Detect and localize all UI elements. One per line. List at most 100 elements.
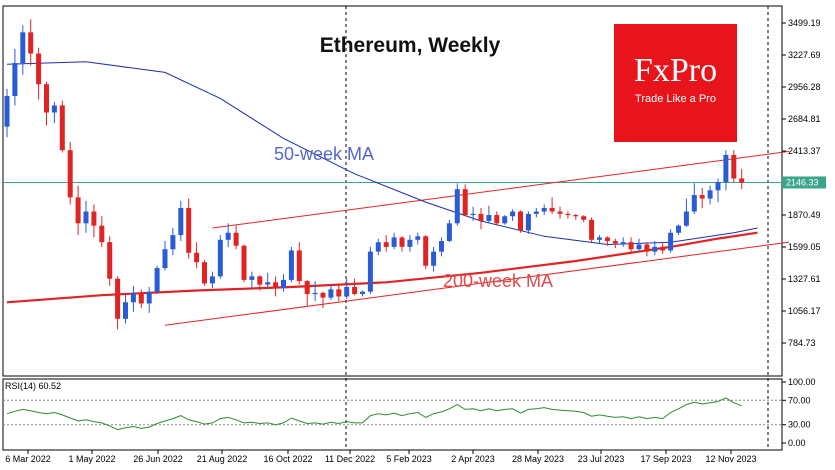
ma200-annotation: 200-week MA [443,271,553,291]
candle-body [83,211,89,224]
x-tick-label: 5 Feb 2023 [386,454,432,464]
candle [138,289,144,309]
candle-body [304,281,310,295]
candle [533,207,539,218]
candle [12,48,18,106]
candle-body [399,237,405,247]
candle [249,271,255,289]
x-tick-label: 28 May 2023 [512,454,564,464]
candle-body [170,235,176,250]
candle [518,210,523,233]
candle-body [249,276,255,280]
x-tick-label: 21 Aug 2022 [197,454,248,464]
candle-body [454,189,460,224]
candle [44,81,49,126]
candle [4,88,10,138]
candle-body [130,292,136,303]
candle-body [4,95,10,127]
candle [636,238,642,252]
candle-body [676,225,681,233]
candle-body [518,211,523,231]
candle-body [194,252,200,263]
candle [296,242,302,285]
candle [360,290,365,297]
candle-body [525,213,531,231]
candle-body [51,105,57,113]
candle-body [328,289,334,298]
x-tick-label: 17 Sep 2023 [640,454,691,464]
candle [565,211,571,219]
candle-body [107,242,113,279]
candle-body [257,276,263,285]
candle-body [731,154,737,179]
x-tick-label: 16 Oct 2022 [263,454,312,464]
candle [557,206,563,219]
candle [36,47,42,100]
candle-body [383,242,389,247]
candle-body [739,178,745,183]
candle [265,272,271,287]
candle [707,185,713,205]
candle-body [225,232,231,240]
candle-body [541,207,547,212]
candle-body [162,249,168,269]
candle-body [91,211,97,226]
candle-body [533,211,539,214]
channel-lower-line [164,241,790,326]
candle-body [115,278,121,319]
rsi-panel [3,397,782,431]
rsi-y-tick-label: 30.00 [788,420,811,430]
candle [478,207,484,230]
candle [652,240,658,256]
candle [225,223,231,247]
y-tick-label: 3499.19 [788,18,821,28]
last-price-tag [782,176,826,189]
x-tick-label: 26 Jun 2022 [133,454,183,464]
candle-body [573,215,579,217]
candle-body [628,242,634,250]
candle [375,238,381,256]
candle [344,278,350,299]
candle-body [12,62,18,96]
candle [123,294,128,324]
candle [281,274,286,292]
candle [91,204,97,238]
candle [209,271,215,289]
x-tick-label: 1 May 2022 [68,454,115,464]
candle-body [28,32,34,54]
candle-body [320,292,326,298]
candle-body [352,286,358,295]
candle [691,183,697,214]
candle [454,183,460,226]
chart-title: Ethereum, Weekly [320,34,501,57]
x-tick-label: 11 Dec 2022 [325,454,375,464]
candle-body [707,190,713,199]
candle [20,25,26,75]
candle-body [407,239,413,247]
candle [628,237,634,252]
candle [83,200,89,233]
candle [612,238,618,249]
candle-body [186,207,192,253]
candle [486,205,492,224]
candle [75,185,81,236]
candle [723,150,729,191]
candle [241,244,247,283]
candle [589,217,595,243]
candle [273,276,279,297]
candle-body [581,216,587,220]
candle [162,240,168,271]
candle [676,224,681,236]
candle [257,275,263,291]
price-channel [164,150,790,326]
candle-body [217,239,223,277]
candle [391,232,397,250]
logo-brand: FxPro [633,52,718,89]
candle [699,187,705,208]
candle [510,209,516,221]
candle-body [478,213,484,221]
rsi-label: RSI(14) 60.52 [5,381,61,391]
candle-body [265,282,271,285]
candle-body [123,302,128,319]
candle [604,236,610,246]
